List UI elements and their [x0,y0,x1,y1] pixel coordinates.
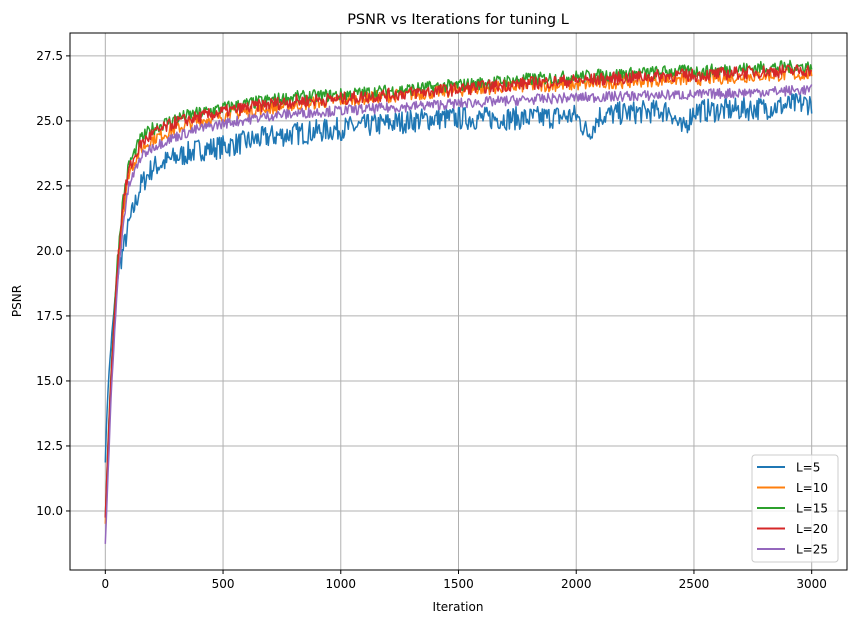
x-tick-label: 1000 [325,577,356,591]
x-axis-label: Iteration [433,600,484,614]
y-tick-label: 20.0 [36,244,63,258]
x-tick-label: 0 [101,577,109,591]
legend-label: L=25 [796,543,828,557]
legend-label: L=10 [796,481,828,495]
y-tick-label: 15.0 [36,374,63,388]
y-tick-label: 27.5 [36,49,63,63]
series-line-l-25 [104,84,813,544]
series-line-l-20 [104,64,813,518]
legend: L=5 L=10 L=15 L=20 L=25 [751,454,839,563]
x-tick-label: 2000 [561,577,592,591]
legend-label: L=5 [796,461,820,475]
x-tick-label: 1500 [443,577,474,591]
x-tick-label: 3000 [796,577,827,591]
series-lines [104,59,813,544]
y-tick-label: 17.5 [36,309,63,323]
x-tick-label: 500 [212,577,235,591]
x-tick-label: 2500 [679,577,710,591]
series-line-l-5 [104,92,813,463]
legend-box [751,454,839,563]
legend-label: L=15 [796,502,828,516]
y-tick-label: 12.5 [36,439,63,453]
series-line-l-15 [104,59,813,518]
y-axis-label: PSNR [10,285,24,317]
y-tick-label: 22.5 [36,179,63,193]
y-tick-label: 25.0 [36,114,63,128]
y-axis-ticks: 10.0 12.5 15.0 17.5 20.0 22.5 25.0 27.5 [36,49,70,518]
y-tick-label: 10.0 [36,504,63,518]
chart-title: PSNR vs Iterations for tuning L [347,12,569,28]
legend-label: L=20 [796,522,828,536]
x-axis-ticks: 0 500 1000 1500 2000 2500 3000 [101,570,827,591]
